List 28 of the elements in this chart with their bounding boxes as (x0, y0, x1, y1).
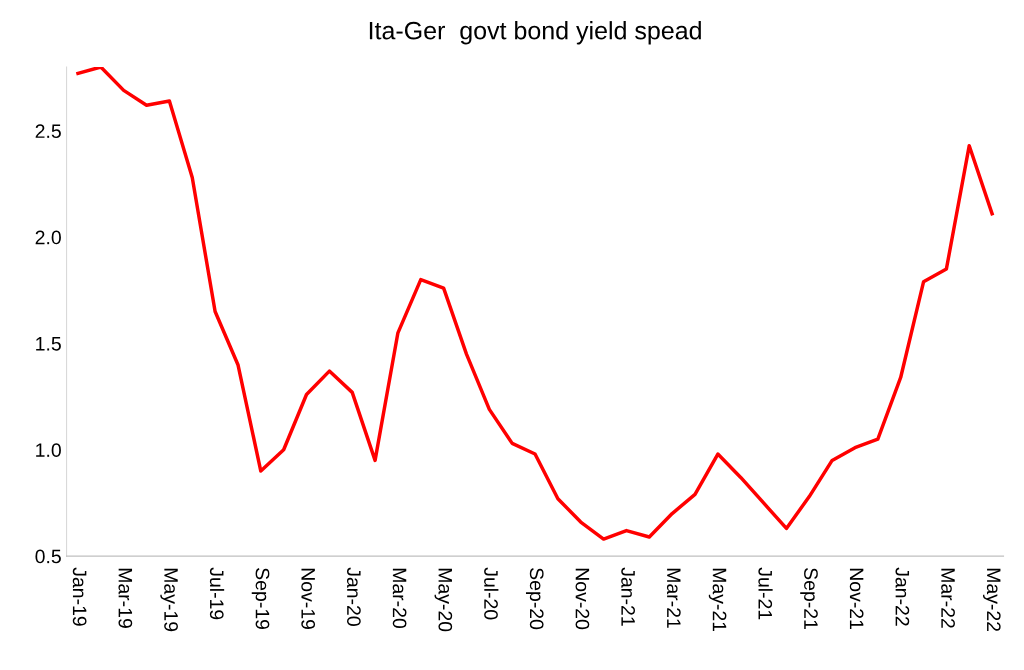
line-series (76, 67, 994, 541)
x-tick-label: Jan-22 (895, 567, 910, 626)
x-tick-label: Nov-21 (849, 568, 864, 629)
x-tick-label: Jan-19 (72, 567, 87, 626)
x-tick-label: May-22 (983, 568, 1001, 632)
x-tick-label: Nov-19 (301, 568, 316, 629)
x-tick-label: Mar-20 (392, 568, 407, 629)
x-tick-label: May-19 (160, 568, 178, 632)
y-tick-label: 0.5 (35, 549, 61, 564)
x-tick-label: Jan-21 (621, 567, 635, 626)
y-tick-label: 2.5 (35, 124, 61, 139)
y-tick-label: 2.0 (35, 230, 61, 245)
x-tick-label: Mar-19 (118, 568, 133, 628)
x-tick-label: Mar-21 (666, 568, 681, 628)
x-tick-label: Jul-21 (758, 567, 773, 620)
chart-title: Ita-Ger govt bond yield spead (369, 21, 701, 45)
y-tick-label: 1.5 (36, 337, 61, 351)
x-tick-label: Sep-19 (251, 568, 270, 629)
x-tick-label: Jan-20 (347, 567, 361, 626)
x-tick-label: May-21 (708, 568, 727, 632)
x-tick-label: Nov-20 (575, 568, 590, 630)
x-tick-label: Jul-20 (484, 567, 499, 620)
x-tick-label: Sep-21 (800, 568, 818, 629)
x-tick-label: May-20 (434, 568, 453, 632)
x-tick-label: Mar-22 (941, 568, 955, 628)
x-tick-label: Sep-20 (525, 568, 544, 630)
x-tick-label: Jul-19 (209, 567, 225, 620)
y-tick-label: 1.0 (36, 443, 61, 458)
